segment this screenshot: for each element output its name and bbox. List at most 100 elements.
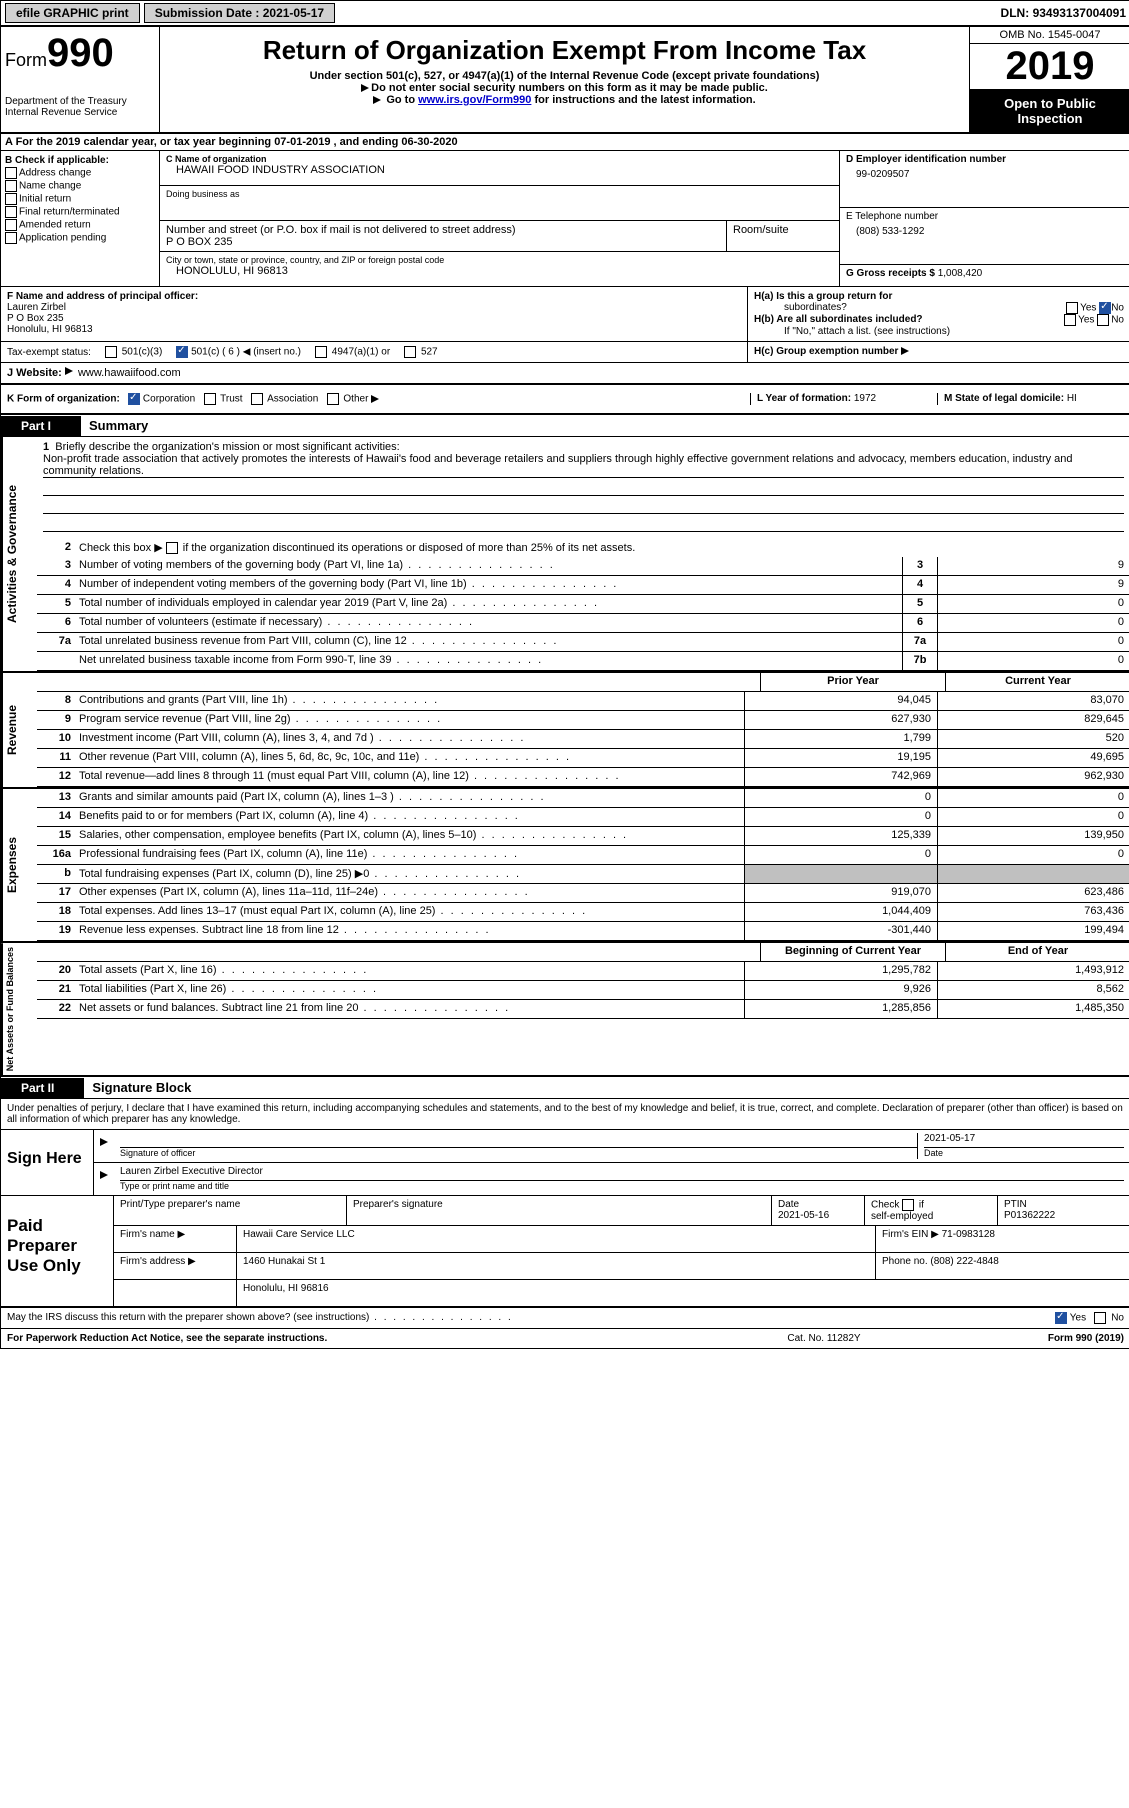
- open-public: Open to Public Inspection: [970, 90, 1129, 132]
- dba-label: Doing business as: [166, 189, 833, 199]
- header-end: End of Year: [945, 943, 1129, 961]
- dln: DLN: 93493137004091: [1001, 6, 1126, 20]
- footer: For Paperwork Reduction Act Notice, see …: [1, 1329, 1129, 1348]
- b-title: B Check if applicable:: [5, 155, 155, 166]
- dept-treasury: Department of the Treasury: [5, 96, 155, 107]
- revenue-section: Revenue Prior Year Current Year 8Contrib…: [1, 673, 1129, 789]
- room-label: Room/suite: [733, 224, 833, 236]
- arrow-icon: [371, 395, 379, 403]
- j-label: J Website:: [7, 367, 62, 379]
- phone-value: (808) 533-1292: [846, 222, 1124, 237]
- signature-section: Under penalties of perjury, I declare th…: [1, 1099, 1129, 1196]
- col-c: C Name of organization HAWAII FOOD INDUS…: [160, 151, 840, 286]
- dept-irs: Internal Revenue Service: [5, 107, 155, 118]
- part2-label: Part II: [1, 1078, 84, 1098]
- efile-button[interactable]: efile GRAPHIC print: [5, 3, 140, 23]
- section-bcd: B Check if applicable: Address change Na…: [1, 151, 1129, 287]
- gross-receipts: 1,008,420: [938, 268, 983, 279]
- line1-text: Briefly describe the organization's miss…: [55, 441, 399, 453]
- b-item: Name change: [19, 181, 81, 192]
- table-row: 9Program service revenue (Part VIII, lin…: [37, 711, 1129, 730]
- may-discuss-row: May the IRS discuss this return with the…: [1, 1308, 1129, 1329]
- checkbox-icon[interactable]: [166, 542, 178, 554]
- checkbox-icon[interactable]: [1097, 314, 1109, 326]
- table-row: 14Benefits paid to or for members (Part …: [37, 808, 1129, 827]
- header-current: Current Year: [945, 673, 1129, 691]
- table-row: 7aTotal unrelated business revenue from …: [37, 633, 1129, 652]
- hb-note: If "No," attach a list. (see instruction…: [754, 326, 1124, 337]
- b-item: Initial return: [19, 194, 71, 205]
- print-name-label: Print/Type preparer's name: [114, 1196, 347, 1225]
- row-klm: K Form of organization: Corporation Trus…: [1, 385, 1129, 415]
- netassets-section: Net Assets or Fund Balances Beginning of…: [1, 943, 1129, 1077]
- arrow-icon: [65, 367, 73, 375]
- f-label: F Name and address of principal officer:: [7, 291, 741, 302]
- irs-link[interactable]: www.irs.gov/Form990: [418, 94, 531, 106]
- declaration-text: Under penalties of perjury, I declare th…: [1, 1099, 1129, 1129]
- checkbox-icon[interactable]: [1094, 1312, 1106, 1324]
- checkbox-icon[interactable]: [1066, 302, 1078, 314]
- checked-icon: [1099, 302, 1111, 314]
- submission-date: 2021-05-17: [263, 6, 324, 20]
- firm-addr-label: Firm's address ▶: [114, 1253, 237, 1279]
- checked-icon: [176, 346, 188, 358]
- expenses-section: Expenses 13Grants and similar amounts pa…: [1, 789, 1129, 943]
- checkbox-icon[interactable]: [315, 346, 327, 358]
- header-center: Return of Organization Exempt From Incom…: [160, 27, 969, 132]
- header-right: OMB No. 1545-0047 2019 Open to Public In…: [969, 27, 1129, 132]
- checkbox-icon[interactable]: [1064, 314, 1076, 326]
- form-number: 990: [47, 31, 114, 75]
- ha-label: H(a) Is this a group return for: [754, 291, 892, 302]
- checkbox-icon[interactable]: [5, 219, 17, 231]
- activities-governance: Activities & Governance 1 Briefly descri…: [1, 437, 1129, 673]
- checkbox-icon[interactable]: [105, 346, 117, 358]
- table-row: 20Total assets (Part X, line 16)1,295,78…: [37, 962, 1129, 981]
- table-row: 22Net assets or fund balances. Subtract …: [37, 1000, 1129, 1019]
- type-name-label: Type or print name and title: [120, 1181, 1124, 1191]
- hb-label: H(b) Are all subordinates included?: [754, 314, 923, 325]
- side-label-gov: Activities & Governance: [1, 437, 37, 671]
- checkbox-icon[interactable]: [5, 232, 17, 244]
- col-d: D Employer identification number 99-0209…: [840, 151, 1129, 286]
- firm-addr2: Honolulu, HI 96816: [237, 1280, 1129, 1306]
- checkbox-icon[interactable]: [404, 346, 416, 358]
- checkbox-icon[interactable]: [5, 206, 17, 218]
- note-goto-suffix: for instructions and the latest informat…: [534, 94, 755, 106]
- addr-value: P O BOX 235: [166, 236, 720, 248]
- checkbox-icon[interactable]: [5, 193, 17, 205]
- city-value: HONOLULU, HI 96813: [166, 265, 833, 277]
- arrow-icon: [373, 96, 381, 104]
- submission-button[interactable]: Submission Date : 2021-05-17: [144, 3, 335, 23]
- checkbox-icon[interactable]: [204, 393, 216, 405]
- part2-title: Signature Block: [84, 1077, 199, 1098]
- k-label: K Form of organization:: [7, 394, 120, 405]
- e-label: E Telephone number: [846, 211, 1124, 222]
- checkbox-icon[interactable]: [251, 393, 263, 405]
- firm-name-label: Firm's name ▶: [114, 1226, 237, 1252]
- form-container: efile GRAPHIC print Submission Date : 20…: [0, 0, 1129, 1349]
- addr-label: Number and street (or P.O. box if mail i…: [166, 224, 720, 236]
- table-row: 5Total number of individuals employed in…: [37, 595, 1129, 614]
- omb-number: OMB No. 1545-0047: [970, 27, 1129, 44]
- table-row: bTotal fundraising expenses (Part IX, co…: [37, 865, 1129, 884]
- officer-addr1: P O Box 235: [7, 313, 741, 324]
- row-fh: F Name and address of principal officer:…: [1, 287, 1129, 342]
- checked-icon: [128, 393, 140, 405]
- city-label: City or town, state or province, country…: [166, 255, 833, 265]
- firm-addr1: 1460 Hunakai St 1: [237, 1253, 876, 1279]
- col-b: B Check if applicable: Address change Na…: [1, 151, 160, 286]
- table-row: 16aProfessional fundraising fees (Part I…: [37, 846, 1129, 865]
- table-row: Net unrelated business taxable income fr…: [37, 652, 1129, 671]
- side-label-net: Net Assets or Fund Balances: [1, 943, 37, 1075]
- paid-preparer-title: Paid Preparer Use Only: [1, 1196, 114, 1306]
- table-row: 4Number of independent voting members of…: [37, 576, 1129, 595]
- checkbox-icon[interactable]: [902, 1199, 914, 1211]
- checkbox-icon[interactable]: [5, 180, 17, 192]
- prep-date: 2021-05-16: [778, 1210, 829, 1221]
- paid-preparer-section: Paid Preparer Use Only Print/Type prepar…: [1, 1196, 1129, 1308]
- part2-header: Part II Signature Block: [1, 1077, 1129, 1099]
- line2-text: Check this box ▶ if the organization dis…: [75, 539, 1129, 557]
- checkbox-icon[interactable]: [5, 167, 17, 179]
- tax-year: 2019: [970, 44, 1129, 90]
- checkbox-icon[interactable]: [327, 393, 339, 405]
